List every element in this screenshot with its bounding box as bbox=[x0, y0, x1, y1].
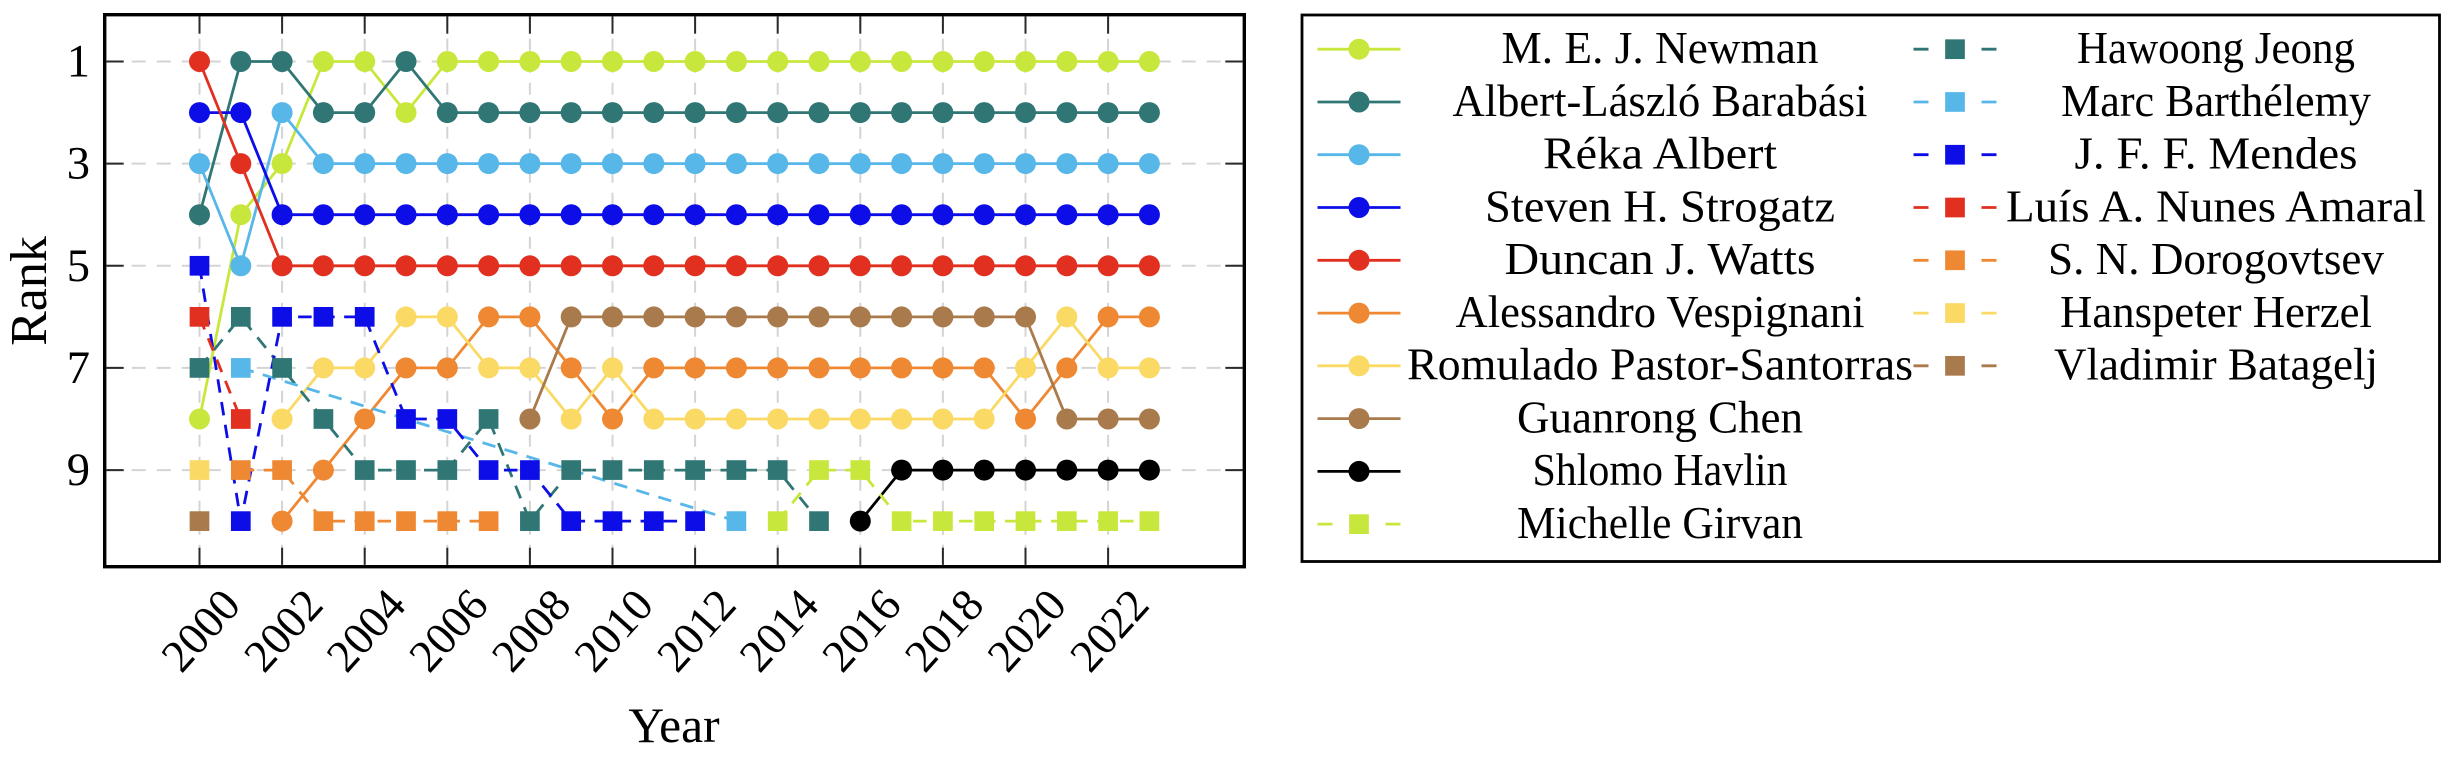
svg-text:Michelle Girvan: Michelle Girvan bbox=[1517, 497, 1803, 548]
svg-text:S. N. Dorogovtsev: S. N. Dorogovtsev bbox=[2048, 233, 2384, 284]
svg-text:Albert-László Barabási: Albert-László Barabási bbox=[1453, 75, 1868, 126]
svg-text:Year: Year bbox=[628, 698, 720, 753]
svg-text:Alessandro Vespignani: Alessandro Vespignani bbox=[1456, 286, 1865, 337]
svg-text:Rank: Rank bbox=[1, 236, 58, 346]
svg-text:5: 5 bbox=[67, 241, 90, 292]
svg-text:Hanspeter Herzel: Hanspeter Herzel bbox=[2060, 286, 2372, 337]
svg-text:Steven H. Strogatz: Steven H. Strogatz bbox=[1485, 180, 1835, 231]
svg-text:M. E. J. Newman: M. E. J. Newman bbox=[1502, 22, 1819, 73]
svg-text:Shlomo Havlin: Shlomo Havlin bbox=[1533, 444, 1788, 495]
svg-text:Luís A. Nunes Amaral: Luís A. Nunes Amaral bbox=[2006, 180, 2426, 231]
svg-text:Duncan J. Watts: Duncan J. Watts bbox=[1505, 233, 1816, 284]
svg-text:Guanrong Chen: Guanrong Chen bbox=[1517, 391, 1803, 442]
svg-text:9: 9 bbox=[67, 445, 90, 496]
svg-text:Vladimir Batagelj: Vladimir Batagelj bbox=[2054, 339, 2378, 390]
svg-text:J. F. F. Mendes: J. F. F. Mendes bbox=[2075, 128, 2358, 179]
svg-text:Marc Barthélemy: Marc Barthélemy bbox=[2061, 75, 2371, 126]
svg-text:Romulado Pastor-Santorras: Romulado Pastor-Santorras bbox=[1407, 339, 1913, 390]
svg-text:Hawoong Jeong: Hawoong Jeong bbox=[2077, 22, 2355, 73]
svg-text:1: 1 bbox=[67, 37, 90, 88]
svg-text:7: 7 bbox=[67, 343, 90, 394]
svg-text:Réka Albert: Réka Albert bbox=[1543, 128, 1777, 179]
svg-text:3: 3 bbox=[67, 139, 90, 190]
